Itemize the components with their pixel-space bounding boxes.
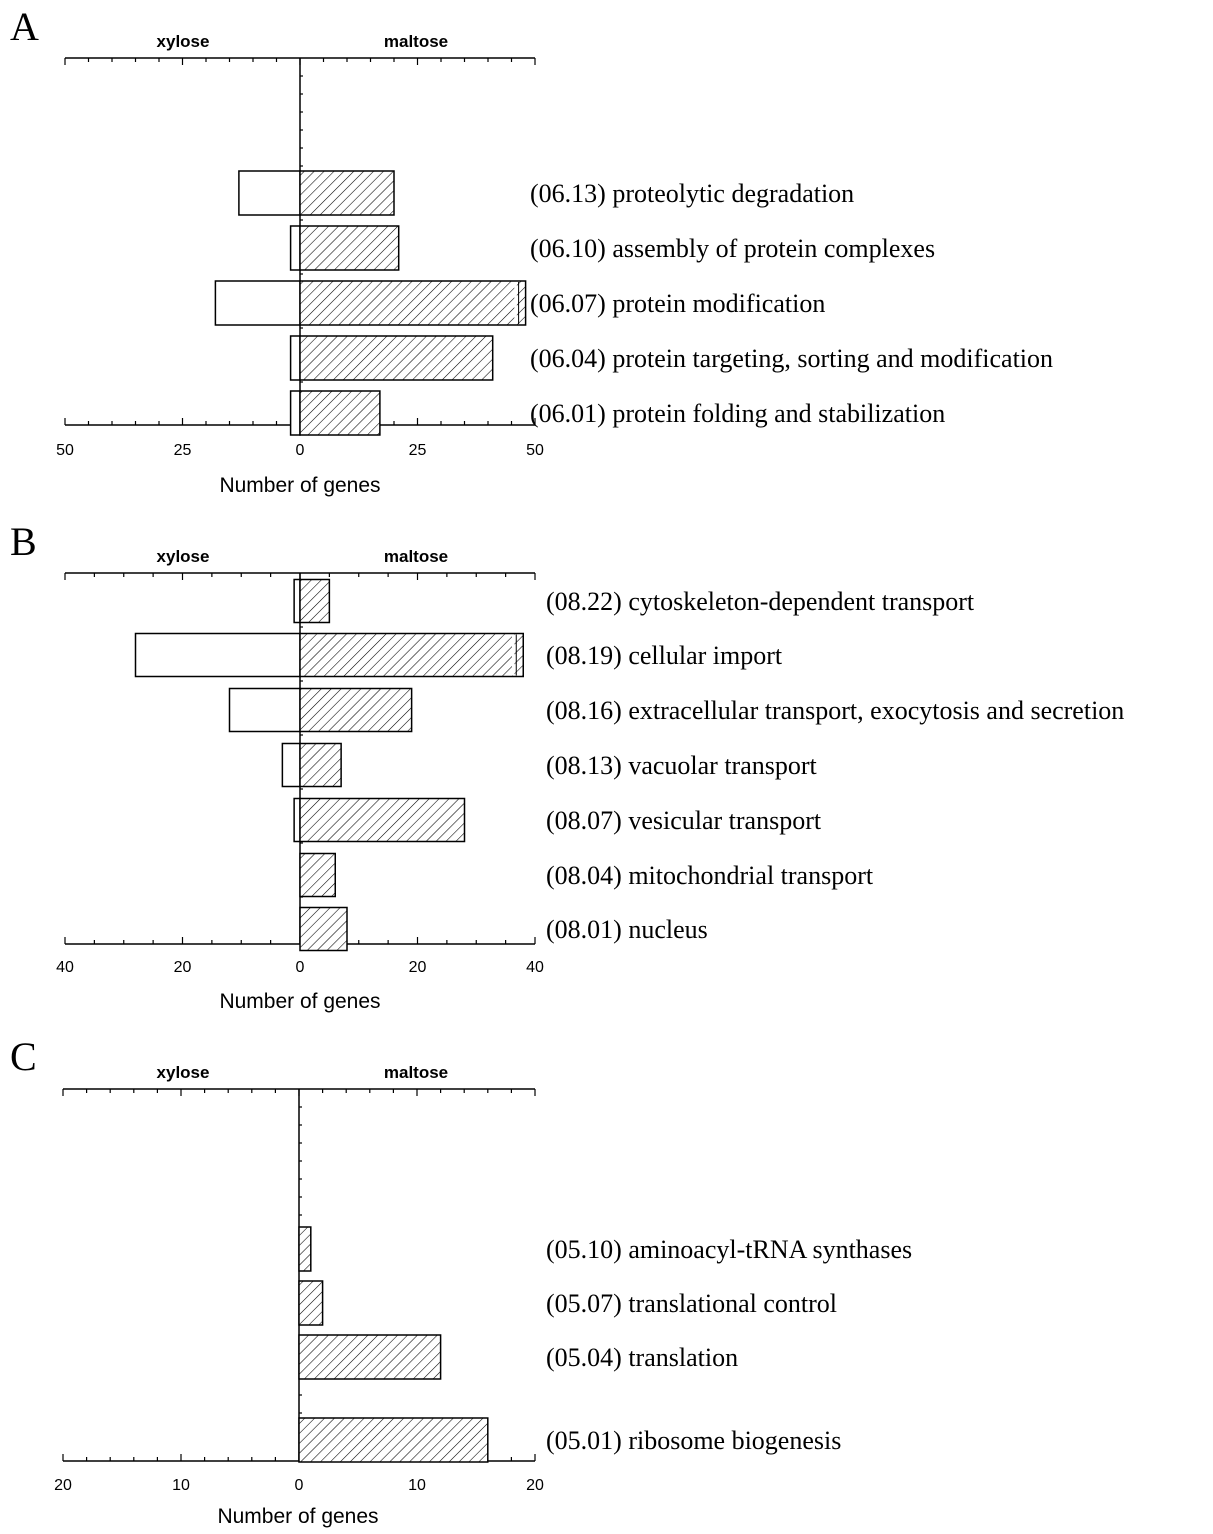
bar-maltose — [299, 906, 348, 952]
bar-xylose — [289, 390, 301, 436]
category-label: (08.13) vacuolar transport — [546, 751, 818, 780]
x-tick-label: 0 — [296, 959, 305, 976]
category-label: (05.07) translational control — [546, 1289, 837, 1318]
x-tick-label: 25 — [174, 442, 192, 459]
x-tick-label: 20 — [174, 959, 192, 976]
xylose-label: xylose — [157, 547, 210, 566]
bar-xylose — [238, 170, 301, 216]
bar-xylose — [214, 280, 301, 326]
x-tick-label: 40 — [56, 959, 74, 976]
panel-letter-a: A — [10, 4, 39, 49]
x-tick-label: 0 — [296, 442, 305, 459]
bar-maltose — [299, 632, 524, 678]
xylose-label: xylose — [157, 1063, 210, 1082]
bar-xylose — [289, 225, 301, 271]
x-axis-title: Number of genes — [219, 990, 380, 1013]
category-label: (06.10) assembly of protein complexes — [530, 234, 935, 263]
bar-maltose — [298, 1280, 324, 1326]
bar-xylose — [134, 632, 301, 678]
panel-a: A xylose maltose Number of genes 50 25 0 25… — [10, 4, 1053, 497]
category-label: (05.10) aminoacyl-tRNA synthases — [546, 1235, 912, 1264]
category-label: (08.07) vesicular transport — [546, 806, 822, 835]
x-tick-label: 20 — [54, 1477, 72, 1494]
panel-c: C xylose maltose Number of genes 20 10 0 10… — [10, 1034, 912, 1528]
category-label: (08.22) cytoskeleton-dependent transport — [546, 587, 975, 616]
bar-xylose — [289, 335, 301, 381]
bar-maltose — [298, 1334, 442, 1380]
maltose-label: maltose — [384, 547, 448, 566]
bar-maltose — [299, 797, 466, 843]
category-label: (06.07) protein modification — [530, 289, 825, 318]
bar-maltose — [299, 687, 413, 733]
category-label: (08.01) nucleus — [546, 915, 708, 944]
bar-maltose — [298, 1226, 312, 1272]
x-axis-title: Number of genes — [219, 474, 380, 497]
xylose-label: xylose — [157, 32, 210, 51]
x-tick-label: 20 — [409, 959, 427, 976]
panel-letter-c: C — [10, 1034, 37, 1079]
category-label: (05.01) ribosome biogenesis — [546, 1426, 841, 1455]
maltose-label: maltose — [384, 32, 448, 51]
category-label: (08.16) extracellular transport, exocyto… — [546, 696, 1124, 725]
bar-xylose — [293, 797, 301, 843]
x-tick-label: 50 — [56, 442, 74, 459]
category-label: (06.01) protein folding and stabilizatio… — [530, 399, 945, 428]
x-tick-label: 0 — [295, 1477, 304, 1494]
bar-maltose — [298, 1417, 489, 1463]
panel-letter-b: B — [10, 519, 37, 564]
bar-xylose — [281, 742, 301, 788]
bar-maltose — [299, 578, 331, 624]
category-label: (05.04) translation — [546, 1343, 738, 1372]
category-label: (06.13) proteolytic degradation — [530, 179, 854, 208]
x-tick-label: 40 — [526, 959, 544, 976]
x-tick-label: 50 — [526, 442, 544, 459]
x-tick-label: 25 — [409, 442, 427, 459]
x-tick-label: 10 — [172, 1477, 190, 1494]
bar-maltose — [299, 335, 494, 381]
bar-maltose — [299, 390, 381, 436]
bar-maltose — [299, 742, 342, 788]
category-label: (06.04) protein targeting, sorting and m… — [530, 344, 1053, 373]
x-tick-label: 20 — [526, 1477, 544, 1494]
bar-maltose — [299, 280, 527, 326]
bar-maltose — [299, 170, 395, 216]
bar-xylose — [293, 578, 301, 624]
bar-maltose — [299, 225, 400, 271]
x-tick-label: 10 — [408, 1477, 426, 1494]
panel-b: B xylose maltose Number of genes 40 20 0 20… — [10, 519, 1124, 1013]
bar-xylose — [228, 687, 301, 733]
maltose-label: maltose — [384, 1063, 448, 1082]
category-label: (08.19) cellular import — [546, 641, 783, 670]
category-label: (08.04) mitochondrial transport — [546, 861, 874, 890]
x-axis-title: Number of genes — [217, 1505, 378, 1528]
bar-maltose — [299, 852, 336, 898]
